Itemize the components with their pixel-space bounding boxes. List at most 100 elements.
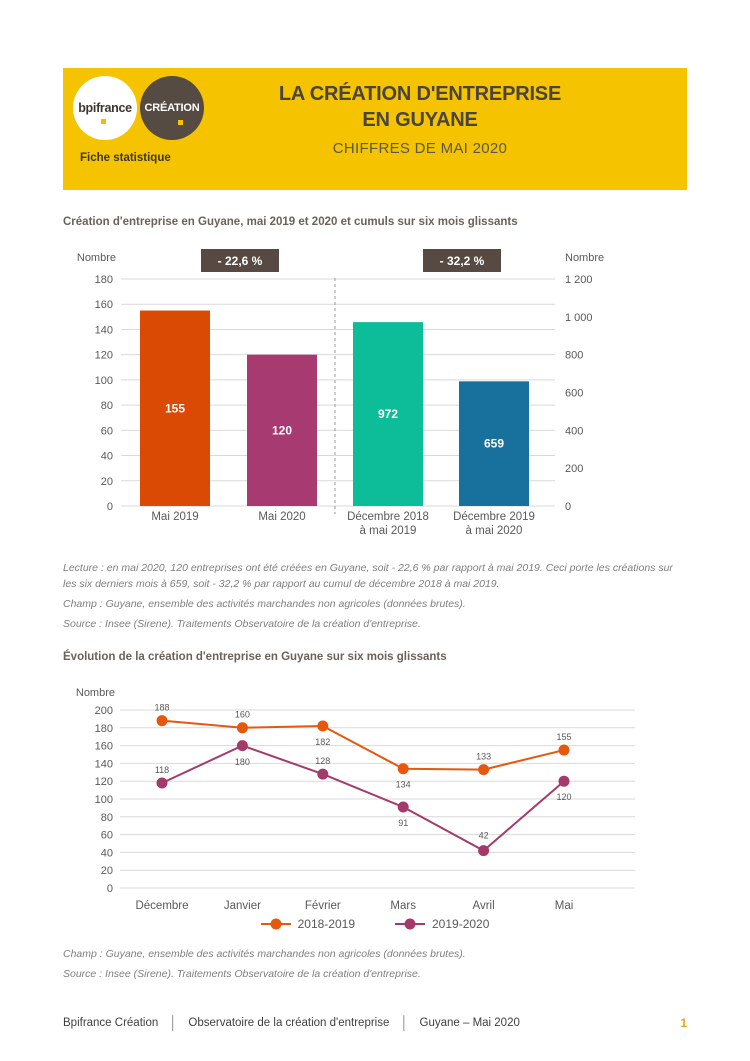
- bar-chart: 0 20 40 60 80 100 120 140 160 180 0 200 400 600 800 1 0…: [63, 246, 687, 548]
- document-title-line2: EN GUYANE: [362, 109, 478, 131]
- data-point-label: 128: [315, 756, 330, 766]
- data-point-2019-2020: [397, 801, 409, 813]
- data-point-label: 133: [476, 752, 491, 762]
- bar-category-label: à mai 2020: [466, 525, 523, 537]
- footer-brand: Bpifrance Création: [63, 1016, 159, 1029]
- data-point-2018-2019: [236, 722, 248, 734]
- page-number: 1: [680, 1015, 687, 1030]
- right-axis-tick-label: 400: [565, 425, 583, 437]
- bar-chart-title: Création d'entreprise en Guyane, mai 201…: [63, 216, 518, 228]
- bar-value-label: 972: [378, 407, 398, 421]
- x-axis-category-label: Décembre: [135, 900, 188, 912]
- line-chart: 0 20 40 60 80 100 120 140 160 180 200 Nombre Décembr…: [63, 683, 687, 953]
- creation-logo: CRÉATION: [140, 76, 204, 140]
- line-chart-title: Évolution de la création d'entreprise en…: [63, 651, 447, 663]
- bar-value-label: 120: [272, 423, 292, 437]
- footer-region-date: Guyane – Mai 2020: [419, 1016, 520, 1029]
- variation-badge: [423, 249, 501, 272]
- y-axis-tick-label: 60: [101, 830, 113, 842]
- y-axis-tick-label: 0: [107, 883, 113, 895]
- y-axis-tick-label: 200: [95, 705, 113, 717]
- left-axis-tick-label: 180: [95, 274, 113, 286]
- left-axis-tick-label: 60: [101, 425, 113, 437]
- data-point-label: 120: [556, 792, 571, 802]
- data-point-label: 118: [155, 765, 169, 775]
- bar-value-label: 659: [484, 437, 504, 451]
- data-point-2018-2019: [156, 715, 168, 727]
- bar-category-label: à mai 2019: [360, 525, 417, 537]
- legend-item-2018-2019: 2018-2019: [260, 917, 355, 931]
- legend-item-2019-2020: 2019-2020: [395, 917, 489, 931]
- variation-badge-label: - 32,2 %: [440, 254, 485, 268]
- bar-chart-svg: 0 20 40 60 80 100 120 140 160 180 0 200 400 600 800 1 0…: [77, 249, 604, 537]
- left-axis-tick-label: 120: [95, 350, 113, 362]
- document-subtitle: CHIFFRES DE MAI 2020: [332, 140, 508, 157]
- data-point-label: 188: [154, 703, 169, 713]
- left-axis-tick-label: 160: [95, 299, 113, 311]
- creation-logo-text: CRÉATION: [144, 102, 200, 114]
- champ-note: Champ : Guyane, ensemble des activités m…: [63, 948, 466, 960]
- right-axis-tick-label: 1 000: [565, 312, 593, 324]
- bpifrance-logo: bpifrance: [73, 76, 137, 140]
- header-banner: bpifrance CRÉATION Fiche statistique LA …: [63, 68, 687, 190]
- data-point-label: 180: [235, 757, 250, 767]
- footer: Bpifrance Création │ Observatoire de la …: [63, 1015, 687, 1030]
- data-point-2019-2020: [236, 740, 248, 752]
- bar-category-label: Mai 2020: [258, 511, 305, 523]
- data-point-2018-2019: [397, 763, 409, 775]
- right-axis-tick-label: 1 200: [565, 274, 593, 286]
- y-axis-tick-label: 80: [101, 812, 113, 824]
- series-line-2019-2020: [161, 744, 565, 852]
- bar-category-label: Décembre 2019: [453, 511, 535, 523]
- x-axis-category-label: Avril: [473, 900, 495, 912]
- legend-dot-icon: [270, 918, 282, 930]
- header-titles: LA CRÉATION D'ENTREPRISE EN GUYANE CHIFF…: [183, 81, 657, 157]
- bar-category-label: Mai 2019: [151, 511, 198, 523]
- right-axis-tick-label: 600: [565, 388, 583, 400]
- data-point-2018-2019: [558, 744, 570, 756]
- data-point-2018-2019: [317, 720, 329, 732]
- variation-badge-label: - 22,6 %: [218, 254, 263, 268]
- left-axis-tick-label: 20: [101, 476, 113, 488]
- right-axis-tick-label: 800: [565, 350, 583, 362]
- left-axis-tick-label: 40: [101, 451, 113, 463]
- data-point-label: 134: [396, 780, 411, 790]
- bpifrance-logo-dot-icon: [101, 119, 106, 124]
- data-point-2019-2020: [156, 777, 168, 789]
- y-axis-tick-label: 160: [95, 741, 113, 753]
- data-point-label: 42: [479, 831, 489, 841]
- creation-logo-dot-icon: [178, 120, 183, 125]
- legend-label: 2018-2019: [297, 917, 355, 931]
- bar-chart-notes: Lecture : en mai 2020, 120 entreprises o…: [63, 560, 689, 636]
- data-point-label: 160: [235, 710, 250, 720]
- series-line-2018-2019: [161, 719, 565, 771]
- bar-Décembre 2018 à mai 2019: [353, 322, 423, 506]
- x-axis-category-label: Mai: [555, 900, 574, 912]
- footer-observatory: Observatoire de la création d'entreprise: [188, 1016, 390, 1029]
- legend-label: 2019-2020: [432, 917, 490, 931]
- line-chart-legend: 2018-2019 2019-2020: [63, 917, 687, 931]
- document-title-line1: LA CRÉATION D'ENTREPRISE: [278, 83, 562, 105]
- line-chart-svg: 0 20 40 60 80 100 120 140 160 180 200 Nombre Décembr…: [76, 687, 635, 912]
- x-axis-category-label: Février: [305, 900, 341, 912]
- y-axis-tick-label: 20: [101, 865, 113, 877]
- bpifrance-logo-text: bpifrance: [78, 101, 132, 115]
- source-note: Source : Insee (Sirene). Traitements Obs…: [63, 618, 421, 630]
- data-point-2019-2020: [478, 845, 490, 857]
- y-axis-tick-label: 140: [95, 758, 113, 770]
- legend-marker-icon: [260, 918, 291, 930]
- x-axis-category-label: Janvier: [224, 900, 261, 912]
- y-axis-title: Nombre: [76, 687, 115, 699]
- left-axis-tick-label: 140: [95, 324, 113, 336]
- champ-note: Champ : Guyane, ensemble des activités m…: [63, 598, 466, 610]
- y-axis-tick-label: 100: [95, 794, 113, 806]
- left-axis-tick-label: 0: [107, 501, 113, 513]
- x-axis-category-label: Mars: [390, 900, 416, 912]
- data-point-label: 91: [398, 818, 408, 828]
- left-axis-tick-label: 80: [101, 400, 113, 412]
- left-axis-title: Nombre: [77, 252, 116, 264]
- source-note: Source : Insee (Sirene). Traitements Obs…: [63, 968, 421, 980]
- tagline: Fiche statistique: [80, 152, 171, 164]
- legend-marker-icon: [395, 918, 425, 930]
- right-axis-title: Nombre: [565, 252, 604, 264]
